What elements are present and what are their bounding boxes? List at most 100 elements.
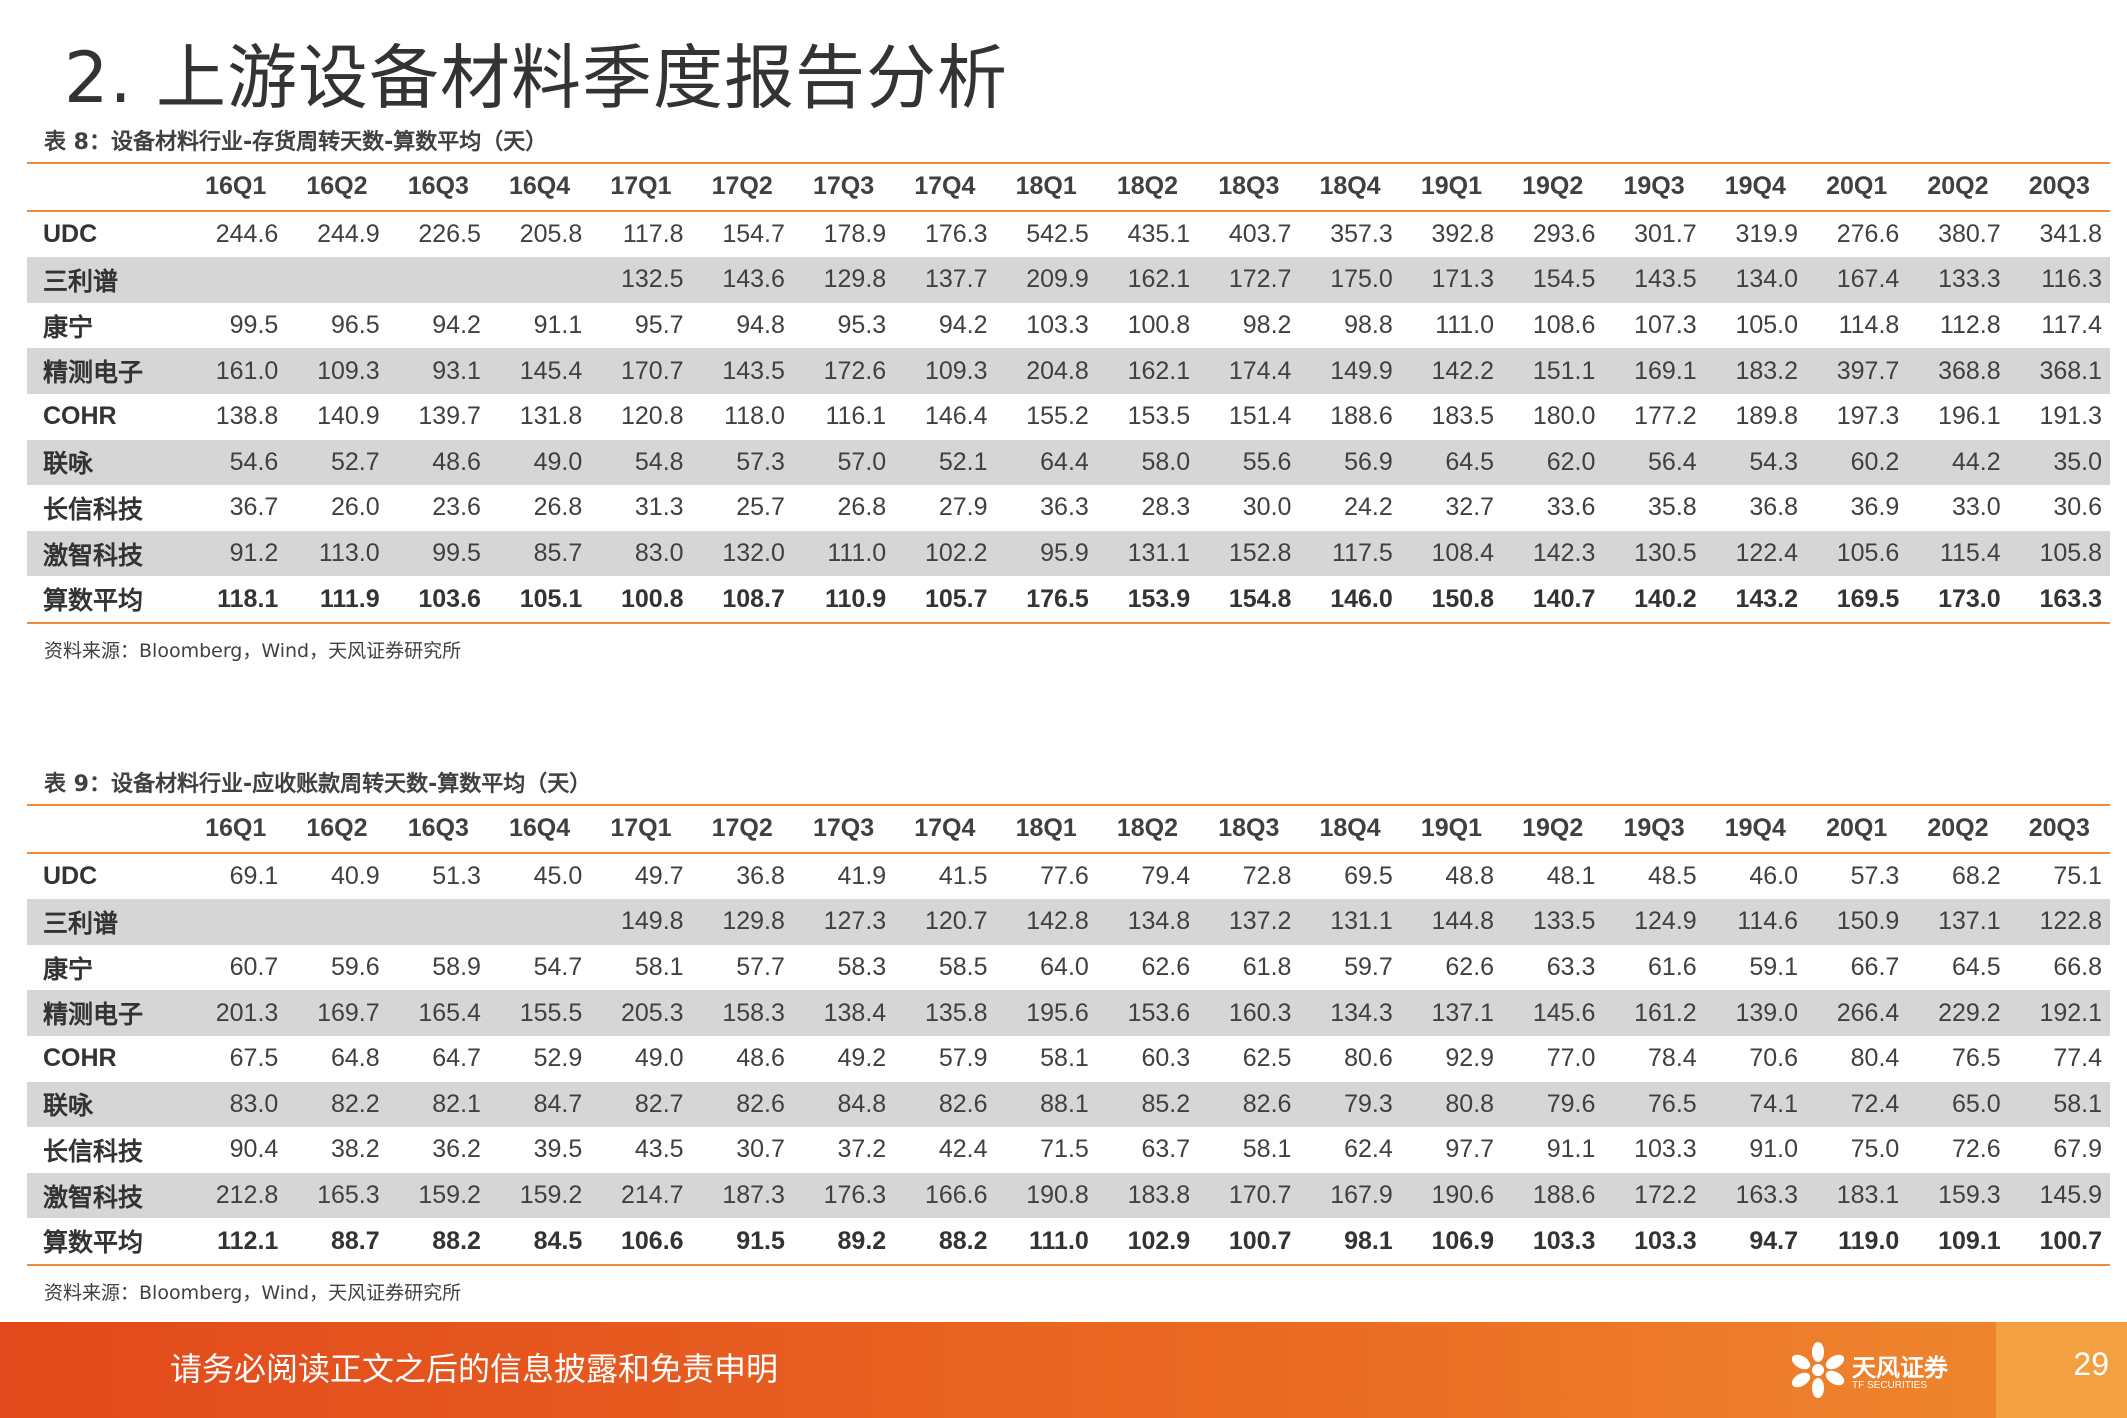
value-cell: 23.6: [432, 493, 481, 522]
table-row: 精测电子 201.3 169.7 165.4 155.5 205.3 158.3 138.4 1…: [27, 990, 2110, 1036]
table-row: COHR 67.5 64.8 64.7 52.9 49.0 48.6 49.2 57.9 58.1…: [27, 1036, 2110, 1082]
table-row: 联咏 83.0 82.2 82.1 84.7 82.7 82.6 84.8 82.6 88.1 85…: [27, 1081, 2110, 1128]
value-cell: 100.8: [1127, 311, 1191, 340]
value-cell: 155.2: [1026, 402, 1089, 431]
value-cell: 130.5: [1603, 530, 1705, 577]
value-cell: 165.4: [387, 990, 489, 1036]
value-cell: 84.7: [488, 1081, 591, 1128]
value-cell: 106.6: [621, 1226, 684, 1255]
value-cell: 129.8: [792, 257, 895, 303]
value-cell: 154.8: [1228, 584, 1292, 613]
value-cell: 169.5: [1836, 584, 1900, 613]
value-cell: 72.6: [1951, 1135, 2001, 1164]
value-cell: 46.0: [1749, 861, 1798, 890]
value-cell: 82.7: [590, 1081, 692, 1128]
value-cell: 105.7: [924, 584, 988, 613]
column-header: 18Q3: [1218, 814, 1280, 843]
value-cell: [488, 257, 591, 303]
value-cell: 172.2: [1603, 1172, 1705, 1219]
value-cell: 166.6: [894, 1172, 996, 1219]
row-label: 三利谱: [27, 899, 185, 945]
value-cell: 82.6: [894, 1081, 996, 1128]
column-header: 16Q4: [509, 814, 571, 843]
value-cell: 52.9: [533, 1044, 583, 1073]
value-cell: 122.4: [1704, 530, 1806, 577]
value-cell: 163.3: [2039, 584, 2102, 613]
value-cell: 196.1: [1938, 402, 2001, 431]
table-9-source: 资料来源：Bloomberg，Wind，天风证券研究所: [44, 1282, 462, 1304]
value-cell: 39.5: [533, 1135, 583, 1164]
value-cell: 57.9: [938, 1044, 988, 1073]
value-cell: 190.6: [1400, 1172, 1503, 1219]
value-cell: 76.5: [1951, 1044, 2001, 1073]
value-cell: [488, 899, 591, 945]
value-cell: 134.8: [1096, 899, 1199, 945]
value-cell: 139.0: [1704, 990, 1806, 1036]
value-cell: 62.6: [1445, 953, 1495, 982]
value-cell: 26.8: [837, 493, 887, 522]
value-cell: 78.4: [1648, 1044, 1697, 1073]
value-cell: 36.8: [1749, 493, 1798, 522]
value-cell: 319.9: [1735, 219, 1798, 248]
value-cell: 103.3: [1634, 1135, 1697, 1164]
value-cell: 135.8: [894, 990, 996, 1036]
page-number: 29: [2073, 1346, 2109, 1382]
value-cell: 40.9: [330, 861, 380, 890]
table-row: 三利谱 149.8 129.8 127.3 120.7 142.8 134.8 137.2 13…: [27, 899, 2110, 945]
value-cell: 33.0: [1951, 493, 2001, 522]
value-cell: 58.1: [1242, 1135, 1292, 1164]
value-cell: 105.0: [1735, 311, 1798, 340]
value-cell: 69.1: [229, 861, 279, 890]
column-header: 17Q4: [914, 172, 976, 201]
value-cell: 57.7: [736, 953, 785, 982]
value-cell: 48.6: [387, 439, 489, 486]
value-cell: 57.3: [1850, 861, 1900, 890]
value-cell: 27.9: [938, 493, 988, 522]
value-cell: 91.2: [185, 530, 287, 577]
value-cell: 129.8: [691, 899, 793, 945]
value-cell: 65.0: [1907, 1081, 2009, 1128]
value-cell: 183.8: [1096, 1172, 1199, 1219]
value-cell: 48.8: [1445, 861, 1495, 890]
value-cell: 107.3: [1634, 311, 1697, 340]
value-cell: 98.8: [1344, 311, 1393, 340]
value-cell: 88.2: [432, 1226, 481, 1255]
column-header: 16Q1: [205, 172, 267, 201]
value-cell: 138.8: [215, 402, 279, 431]
value-cell: 105.6: [1806, 530, 1908, 577]
value-cell: 64.8: [330, 1044, 380, 1073]
value-cell: 24.2: [1344, 493, 1393, 522]
value-cell: 49.0: [634, 1044, 684, 1073]
value-cell: 140.7: [1532, 584, 1596, 613]
value-cell: 124.9: [1603, 899, 1705, 945]
row-label: 康宁: [43, 312, 94, 342]
value-cell: 60.2: [1806, 439, 1908, 486]
value-cell: 160.3: [1198, 990, 1300, 1036]
row-label: UDC: [43, 219, 98, 248]
value-cell: 293.6: [1532, 219, 1596, 248]
value-cell: 36.8: [736, 861, 785, 890]
value-cell: 161.0: [185, 348, 287, 394]
value-cell: 133.5: [1502, 899, 1604, 945]
flower-logo-icon: [1791, 1342, 1845, 1398]
value-cell: 188.6: [1502, 1172, 1604, 1219]
value-cell: 49.7: [634, 861, 684, 890]
row-label: 精测电子: [27, 990, 185, 1036]
value-cell: 56.9: [1299, 439, 1401, 486]
table-row: 三利谱 132.5 143.6 129.8 137.7 209.9 162.1 172.7 17…: [27, 257, 2110, 303]
value-cell: 89.2: [837, 1226, 887, 1255]
column-header: 18Q2: [1116, 172, 1179, 201]
value-cell: 59.6: [330, 953, 380, 982]
value-cell: 134.3: [1299, 990, 1401, 1036]
column-header: 17Q3: [812, 814, 875, 843]
value-cell: 79.3: [1299, 1081, 1401, 1128]
value-cell: 118.0: [724, 402, 785, 431]
table-8-caption: 表 8：设备材料行业-存货周转天数-算数平均（天）: [44, 130, 548, 155]
value-cell: 205.8: [519, 219, 583, 248]
value-cell: 143.2: [1735, 584, 1798, 613]
value-cell: [185, 899, 287, 945]
value-cell: 48.6: [736, 1044, 785, 1073]
value-cell: 116.3: [2008, 257, 2110, 303]
value-cell: 83.0: [590, 530, 692, 577]
value-cell: 33.6: [1546, 493, 1596, 522]
